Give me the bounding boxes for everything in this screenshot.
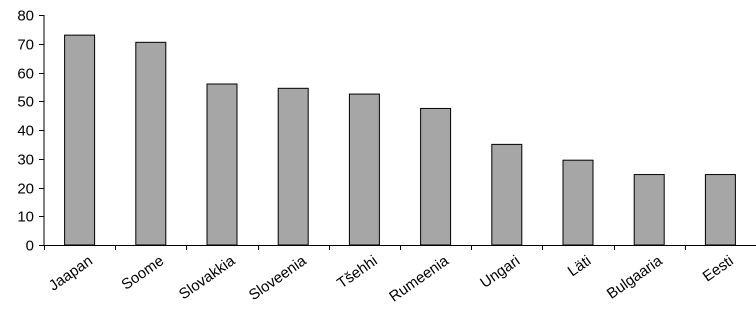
y-tick-label: 30 [17,152,34,169]
x-category-label: Ungari [477,252,523,291]
x-category-label: Bulgaaria [604,252,666,303]
x-category-label: Läti [565,252,595,280]
bar [491,143,523,246]
bar [420,107,452,246]
bar [348,93,380,246]
bar [206,83,238,246]
y-tick-label: 10 [17,209,34,226]
x-category-label: Eesti [700,252,737,285]
x-axis: Jaapan Soome Slovakkia Sloveenia Tšehhi Rumee… [44,245,756,305]
y-axis: 0 10 20 30 40 50 60 70 80 [17,8,45,255]
bar [277,87,309,246]
bars [64,34,736,246]
x-category-label: Tšehhi [334,252,381,292]
y-tick-label: 70 [17,37,34,54]
bar [633,174,665,246]
x-category-label: Rumeenia [386,252,452,306]
bar [704,174,736,246]
y-tick-label: 40 [17,123,34,140]
x-category-label: Soome [118,252,167,293]
bar [64,34,96,246]
x-category-label: Sloveenia [246,252,310,304]
y-tick-label: 0 [26,238,34,255]
bar [135,41,167,246]
bar [562,159,594,246]
y-tick-label: 20 [17,181,34,198]
x-category-label: Jaapan [46,252,96,294]
y-tick-label: 50 [17,94,34,111]
y-tick-label: 60 [17,66,34,83]
x-category-label: Slovakkia [176,252,239,303]
y-tick-label: 80 [17,8,34,25]
